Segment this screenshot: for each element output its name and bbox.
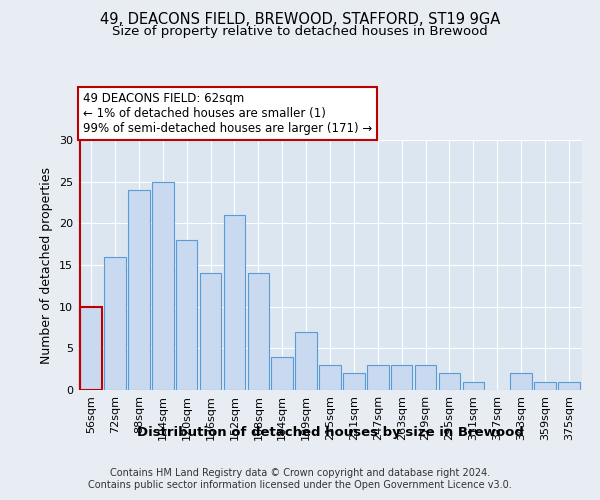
Bar — [534, 382, 556, 390]
Y-axis label: Number of detached properties: Number of detached properties — [40, 166, 53, 364]
Bar — [248, 274, 269, 390]
Bar — [295, 332, 317, 390]
Bar — [80, 306, 102, 390]
Bar — [391, 365, 412, 390]
Bar — [104, 256, 126, 390]
Bar — [439, 374, 460, 390]
Bar — [463, 382, 484, 390]
Text: Distribution of detached houses by size in Brewood: Distribution of detached houses by size … — [137, 426, 523, 439]
Text: 49, DEACONS FIELD, BREWOOD, STAFFORD, ST19 9GA: 49, DEACONS FIELD, BREWOOD, STAFFORD, ST… — [100, 12, 500, 28]
Bar — [415, 365, 436, 390]
Bar — [343, 374, 365, 390]
Bar — [200, 274, 221, 390]
Bar — [367, 365, 389, 390]
Text: Contains public sector information licensed under the Open Government Licence v3: Contains public sector information licen… — [88, 480, 512, 490]
Bar — [271, 356, 293, 390]
Bar — [152, 182, 173, 390]
Text: Contains HM Land Registry data © Crown copyright and database right 2024.: Contains HM Land Registry data © Crown c… — [110, 468, 490, 477]
Bar — [558, 382, 580, 390]
Text: 49 DEACONS FIELD: 62sqm
← 1% of detached houses are smaller (1)
99% of semi-deta: 49 DEACONS FIELD: 62sqm ← 1% of detached… — [83, 92, 372, 135]
Bar — [128, 190, 149, 390]
Bar — [176, 240, 197, 390]
Bar — [224, 215, 245, 390]
Bar — [319, 365, 341, 390]
Bar — [511, 374, 532, 390]
Text: Size of property relative to detached houses in Brewood: Size of property relative to detached ho… — [112, 25, 488, 38]
